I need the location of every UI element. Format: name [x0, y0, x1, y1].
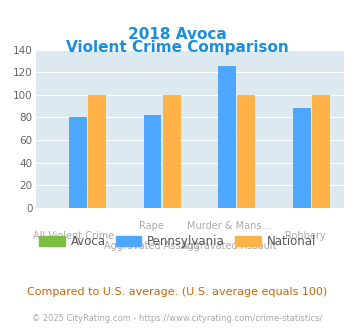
Bar	[88, 95, 106, 208]
Text: Aggravated Assault: Aggravated Assault	[181, 241, 276, 251]
Legend: Avoca, Pennsylvania, National: Avoca, Pennsylvania, National	[34, 230, 321, 253]
Bar	[143, 115, 162, 208]
Bar	[312, 95, 330, 208]
Bar	[69, 117, 87, 208]
Text: Violent Crime Comparison: Violent Crime Comparison	[66, 40, 289, 55]
Bar	[237, 95, 256, 208]
Bar	[163, 95, 181, 208]
Text: Robbery: Robbery	[285, 231, 326, 241]
Text: All Violent Crime: All Violent Crime	[33, 231, 115, 241]
Bar	[218, 66, 236, 208]
Text: 2018 Avoca: 2018 Avoca	[128, 27, 227, 42]
Text: Compared to U.S. average. (U.S. average equals 100): Compared to U.S. average. (U.S. average …	[27, 287, 328, 297]
Text: © 2025 CityRating.com - https://www.cityrating.com/crime-statistics/: © 2025 CityRating.com - https://www.city…	[32, 314, 323, 323]
Text: Rape: Rape	[139, 221, 164, 231]
Text: Murder & Mans...: Murder & Mans...	[187, 221, 270, 231]
Bar	[293, 108, 311, 208]
Text: Aggravated Assault: Aggravated Assault	[104, 241, 199, 251]
